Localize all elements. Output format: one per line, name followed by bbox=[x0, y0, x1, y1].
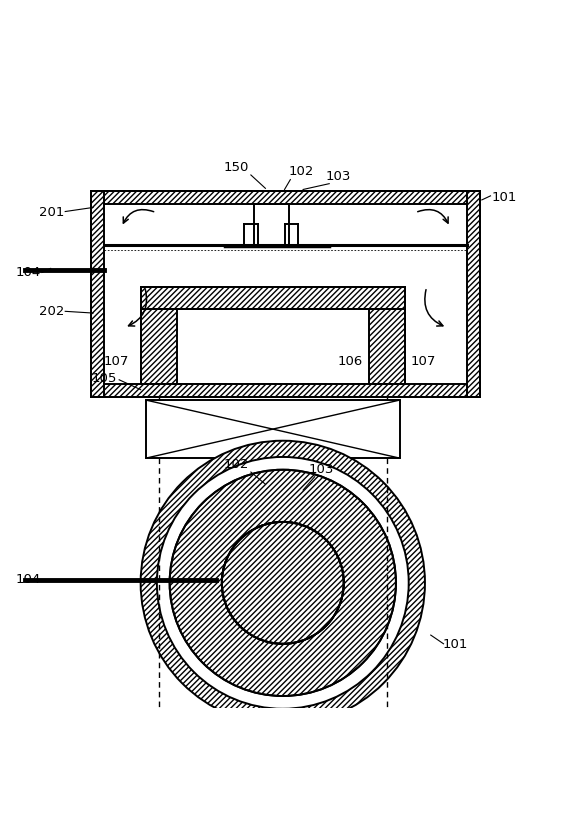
Bar bbox=[92, 191, 480, 204]
Bar bbox=[92, 191, 480, 397]
Bar bbox=[146, 400, 399, 458]
Text: 101: 101 bbox=[442, 639, 468, 651]
Text: 107: 107 bbox=[104, 356, 129, 368]
Text: 150: 150 bbox=[224, 161, 249, 174]
Text: 102: 102 bbox=[224, 458, 249, 471]
Bar bbox=[468, 191, 480, 397]
Bar bbox=[92, 191, 104, 397]
Bar bbox=[468, 191, 480, 397]
Circle shape bbox=[222, 522, 344, 644]
Bar bbox=[141, 309, 177, 384]
Text: 101: 101 bbox=[491, 190, 517, 204]
Text: 201: 201 bbox=[38, 206, 64, 219]
Bar bbox=[369, 309, 405, 384]
Text: 104: 104 bbox=[16, 266, 41, 279]
Text: 202: 202 bbox=[38, 305, 64, 318]
Bar bbox=[141, 309, 177, 384]
Bar bbox=[92, 191, 104, 397]
Text: 103: 103 bbox=[325, 170, 350, 183]
Text: 106: 106 bbox=[338, 356, 363, 368]
Text: 104: 104 bbox=[16, 574, 41, 586]
Circle shape bbox=[141, 441, 425, 725]
Bar bbox=[369, 309, 405, 384]
Bar bbox=[92, 384, 480, 397]
Text: 103: 103 bbox=[309, 463, 334, 475]
Bar bbox=[92, 384, 480, 397]
Text: 105: 105 bbox=[92, 372, 117, 385]
Text: 107: 107 bbox=[410, 356, 436, 368]
Bar bbox=[141, 287, 405, 309]
Bar bbox=[141, 287, 405, 309]
Circle shape bbox=[157, 457, 409, 709]
Text: 102: 102 bbox=[289, 165, 314, 179]
Bar bbox=[92, 191, 480, 204]
